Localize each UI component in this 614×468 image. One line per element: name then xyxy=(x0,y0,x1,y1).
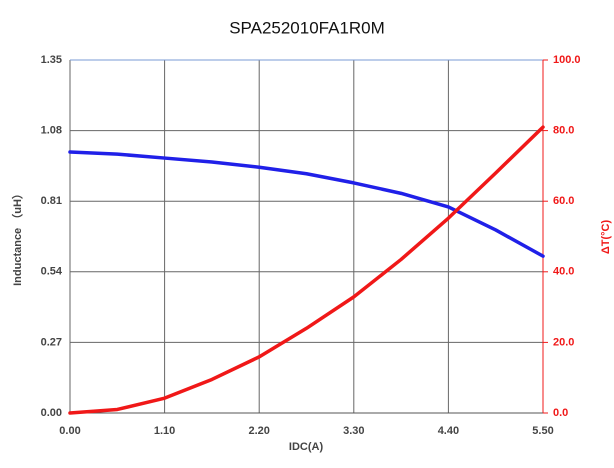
y-tick-label: 0.81 xyxy=(41,195,62,207)
series-line xyxy=(68,150,545,258)
y2-tick-label: 80.0 xyxy=(553,125,574,137)
chart-title: SPA252010FA1R0M xyxy=(229,18,385,37)
y2-tick-label: 20.0 xyxy=(553,336,574,348)
x-tick-label: 2.20 xyxy=(248,425,269,437)
y-tick-label: 0.54 xyxy=(41,266,63,278)
y2-axis-label: ΔT(°C) xyxy=(600,220,612,255)
series-line xyxy=(68,125,545,415)
y-tick-label: 1.08 xyxy=(41,125,62,137)
y-tick-label: 0.00 xyxy=(41,407,62,419)
y2-tick-label: 60.0 xyxy=(553,195,574,207)
x-tick-label: 1.10 xyxy=(154,425,175,437)
y2-tick-label: 40.0 xyxy=(553,266,574,278)
y2-tick-label: 100.0 xyxy=(553,54,581,66)
y-axis-label: Inductance （uH） xyxy=(11,188,24,286)
x-tick-label: 3.30 xyxy=(343,425,364,437)
y-tick-label: 0.27 xyxy=(41,336,62,348)
x-tick-label: 5.50 xyxy=(532,425,553,437)
y-tick-label: 1.35 xyxy=(41,54,62,66)
x-tick-label: 0.00 xyxy=(59,425,80,437)
x-tick-label: 4.40 xyxy=(438,425,459,437)
x-axis-label: IDC(A) xyxy=(289,441,324,453)
y2-tick-label: 0.0 xyxy=(553,407,568,419)
